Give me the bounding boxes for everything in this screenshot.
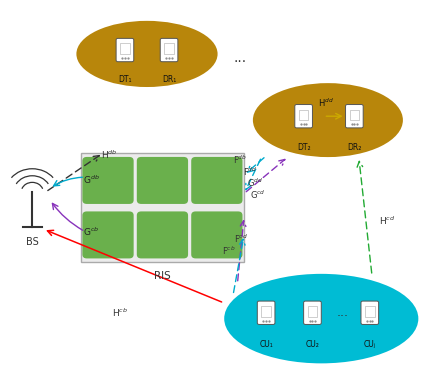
Text: G$^{cd}$: G$^{cd}$ xyxy=(250,189,266,201)
Ellipse shape xyxy=(253,83,403,157)
Text: CUⱼ: CUⱼ xyxy=(364,340,376,349)
Text: F$^{cb}$: F$^{cb}$ xyxy=(222,244,236,257)
Ellipse shape xyxy=(224,274,418,363)
Bar xyxy=(299,109,309,120)
Text: DR₂: DR₂ xyxy=(347,143,361,152)
Ellipse shape xyxy=(76,21,218,87)
FancyBboxPatch shape xyxy=(160,38,178,62)
FancyBboxPatch shape xyxy=(295,105,313,128)
Text: H$^{cb}$: H$^{cb}$ xyxy=(112,307,129,319)
FancyBboxPatch shape xyxy=(191,157,242,204)
FancyBboxPatch shape xyxy=(116,38,134,62)
Text: H$^{dd}$: H$^{dd}$ xyxy=(318,96,333,109)
FancyBboxPatch shape xyxy=(361,301,379,325)
Bar xyxy=(120,44,130,54)
Text: G$^{dd}$: G$^{dd}$ xyxy=(247,177,263,189)
Text: ...: ... xyxy=(233,51,246,65)
FancyBboxPatch shape xyxy=(191,211,242,258)
Bar xyxy=(308,306,317,317)
Text: ...: ... xyxy=(337,306,349,319)
Bar xyxy=(164,44,174,54)
Text: RIS: RIS xyxy=(154,271,171,281)
Text: F$^{db}$: F$^{db}$ xyxy=(233,154,247,166)
Text: DT₂: DT₂ xyxy=(297,143,310,152)
FancyBboxPatch shape xyxy=(83,211,134,258)
Text: CU₁: CU₁ xyxy=(259,340,273,349)
Text: CU₂: CU₂ xyxy=(305,340,319,349)
FancyBboxPatch shape xyxy=(137,157,188,204)
Text: H$^{db}$: H$^{db}$ xyxy=(101,149,118,162)
Text: G$^{db}$: G$^{db}$ xyxy=(83,173,100,185)
Text: H$^{cd}$: H$^{cd}$ xyxy=(379,215,396,227)
Text: G$^{cb}$: G$^{cb}$ xyxy=(83,225,99,238)
FancyBboxPatch shape xyxy=(83,157,134,204)
Bar xyxy=(262,306,271,317)
Text: DT₁: DT₁ xyxy=(118,75,132,84)
Text: BS: BS xyxy=(26,237,39,247)
FancyBboxPatch shape xyxy=(345,105,363,128)
Bar xyxy=(81,153,244,262)
FancyBboxPatch shape xyxy=(304,301,321,325)
FancyBboxPatch shape xyxy=(137,211,188,258)
Text: F$^{dd}$: F$^{dd}$ xyxy=(243,165,258,178)
Text: DR₁: DR₁ xyxy=(162,75,176,84)
Bar xyxy=(365,306,375,317)
Bar xyxy=(349,109,359,120)
FancyBboxPatch shape xyxy=(257,301,275,325)
Text: F$^{cd}$: F$^{cd}$ xyxy=(234,232,248,245)
